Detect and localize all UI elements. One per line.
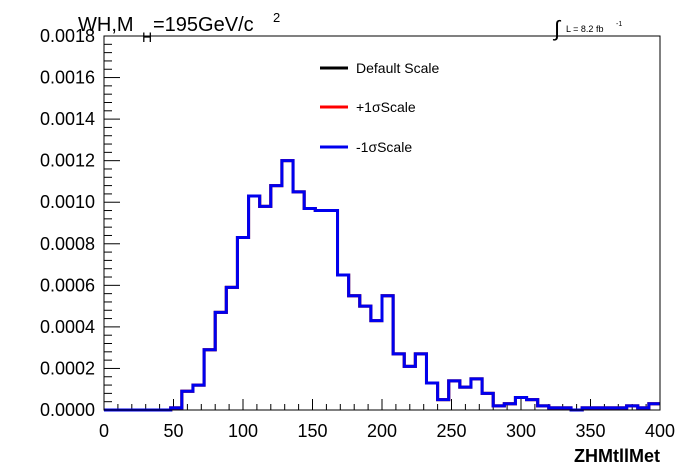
x-tick-label: 250 xyxy=(436,421,466,441)
legend-label: Default Scale xyxy=(356,60,439,76)
y-tick-label: 0.0006 xyxy=(40,275,95,295)
title-superscript: 2 xyxy=(273,10,280,25)
x-tick-label: 350 xyxy=(575,421,605,441)
x-tick-labels: 0 50 100 150 200 250 300 350 400 xyxy=(99,421,675,441)
y-tick-label: 0.0018 xyxy=(40,26,95,46)
legend: Default Scale +1σScale -1σScale xyxy=(320,60,439,155)
chart-title: WH,M H =195GeV/c 2 xyxy=(78,10,280,45)
lumi-superscript: -1 xyxy=(616,21,622,28)
y-tick-label: 0.0012 xyxy=(40,151,95,171)
x-tick-label: 200 xyxy=(367,421,397,441)
x-tick-label: 150 xyxy=(297,421,327,441)
x-tick-label: 50 xyxy=(163,421,183,441)
title-main: WH,M xyxy=(78,14,134,36)
luminosity-label: ∫ L = 8.2 fb -1 xyxy=(552,16,622,41)
legend-label: +1σScale xyxy=(356,99,416,115)
y-tick-label: 0.0016 xyxy=(40,68,95,88)
y-tick-label: 0.0008 xyxy=(40,234,95,254)
title-rest: =195GeV/c xyxy=(153,14,254,36)
title-subscript: H xyxy=(142,29,152,45)
lumi-text: L = 8.2 fb xyxy=(566,24,603,34)
x-axis-label: ZHMtllMet xyxy=(574,446,660,466)
y-tick-label: 0.0004 xyxy=(40,317,95,337)
x-tick-label: 300 xyxy=(506,421,536,441)
y-tick-label: 0.0010 xyxy=(40,192,95,212)
x-tick-label: 400 xyxy=(645,421,675,441)
y-tick-label: 0.0000 xyxy=(40,400,95,420)
y-tick-label: 0.0002 xyxy=(40,358,95,378)
y-tick-labels: 0.0000 0.0002 0.0004 0.0006 0.0008 0.0010 0.00… xyxy=(40,26,95,420)
integral-symbol: ∫ xyxy=(552,16,562,41)
series-line-2 xyxy=(104,159,660,412)
x-tick-label: 100 xyxy=(228,421,258,441)
x-tick-label: 0 xyxy=(99,421,109,441)
y-tick-label: 0.0014 xyxy=(40,109,95,129)
plot-frame xyxy=(103,35,661,411)
series-lines xyxy=(104,159,660,412)
legend-label: -1σScale xyxy=(356,139,412,155)
